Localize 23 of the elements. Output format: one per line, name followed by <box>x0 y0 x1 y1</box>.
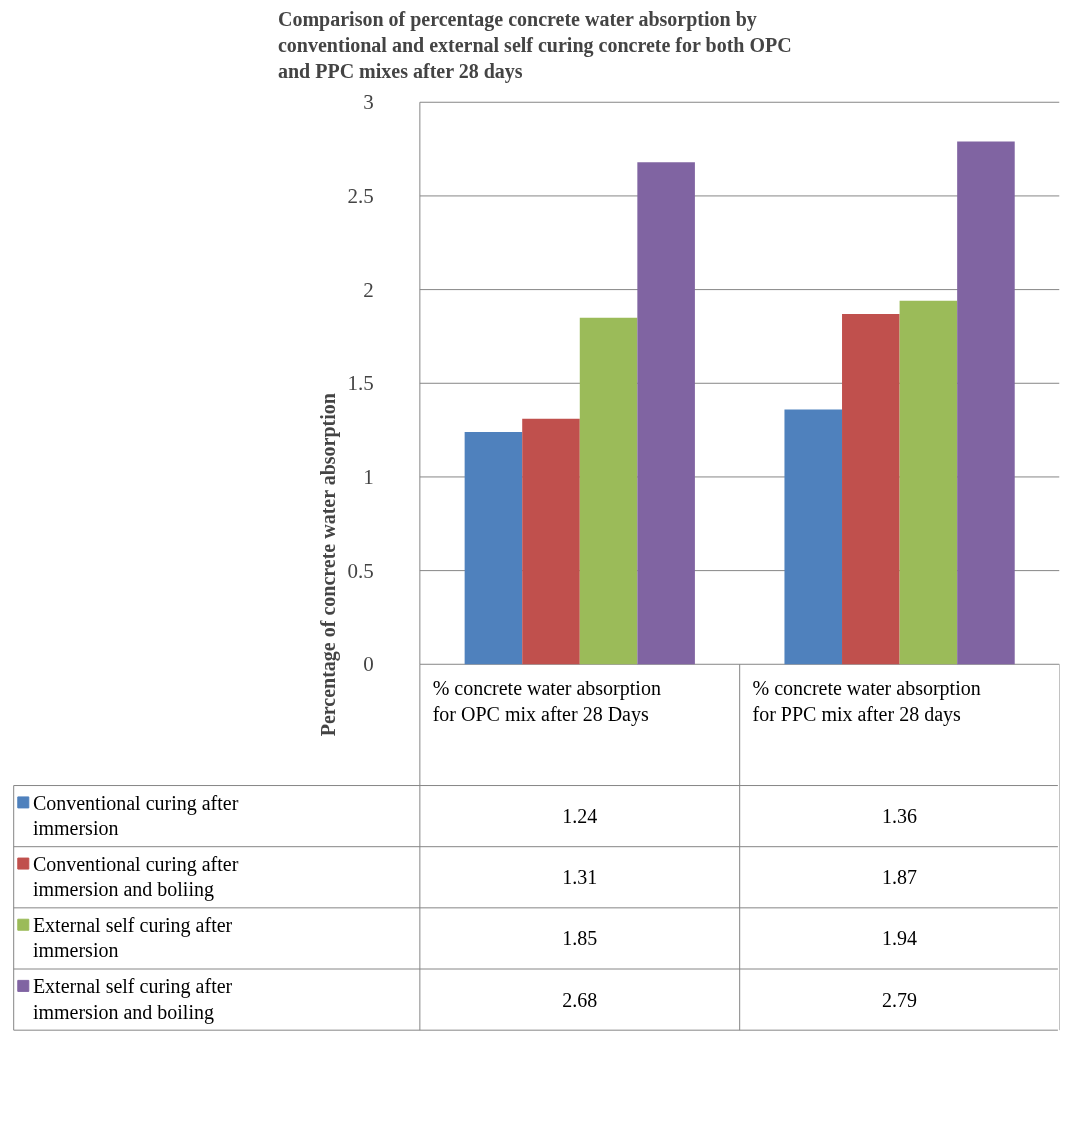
data-label: 1.85 <box>562 927 598 950</box>
y-tick-label: 3 <box>363 90 374 115</box>
y-tick-label: 1.5 <box>347 371 374 396</box>
x-tick-label: % concrete water absorption for OPC mix after 28 Days <box>432 676 661 727</box>
y-tick-label: 0.5 <box>347 558 374 583</box>
legend-label: Conventional curing after immersion <box>32 791 239 840</box>
legend-label: External self curing after immersion <box>32 914 233 962</box>
y-tick-label: 2.5 <box>347 183 374 208</box>
y-axis-title: Percentage of concrete water absorption <box>317 393 341 737</box>
x-tick-label: % concrete water absorption for PPC mix after 28 days <box>752 676 981 727</box>
data-label: 2.68 <box>562 988 598 1011</box>
chart-title: Comparison of percentage concrete water absorption by conventional and external self curing concrete for both OPC and PPC mixes after 28 days <box>277 7 792 84</box>
data-label: 1.24 <box>562 805 598 828</box>
legend-label: Conventional curing after immersion and boliing <box>32 853 239 902</box>
y-tick-label: 1 <box>363 464 374 489</box>
legend-label: External self curing after immersion and boiling <box>32 975 233 1024</box>
data-label: 1.36 <box>882 805 918 828</box>
y-tick-label: 2 <box>363 277 374 302</box>
y-tick-label: 0 <box>363 652 374 677</box>
data-label: 1.31 <box>562 866 598 889</box>
data-label: 1.87 <box>882 866 918 889</box>
data-label: 1.94 <box>882 927 918 950</box>
data-label: 2.79 <box>882 988 918 1011</box>
